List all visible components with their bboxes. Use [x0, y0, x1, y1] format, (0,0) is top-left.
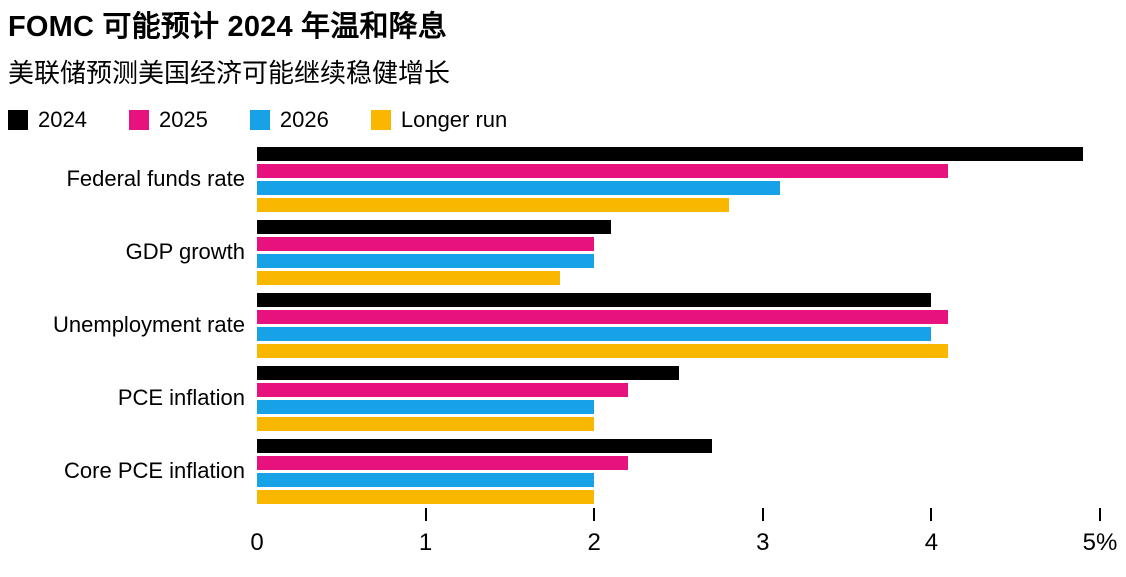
bar-2026	[257, 399, 595, 414]
legend-swatch-2024	[8, 109, 28, 130]
category-row-federal-funds-rate: Federal funds rate	[8, 146, 1100, 212]
bar-group	[257, 365, 1100, 431]
legend-swatch-longer-run	[370, 109, 391, 130]
legend-swatch-2025	[128, 109, 149, 130]
category-label: GDP growth	[125, 239, 245, 265]
legend-label-longer-run: Longer run	[400, 106, 508, 132]
bar-2024	[257, 438, 713, 453]
bar-longer-run	[257, 270, 561, 285]
x-axis: 0 1 2 3 4 5%	[250, 507, 1117, 568]
legend-item-2025: 2025	[128, 106, 208, 133]
bar-group	[257, 438, 1100, 504]
legend-label-2025: 2025	[158, 106, 208, 132]
legend-label-2026: 2026	[279, 106, 329, 132]
x-axis-tick	[761, 507, 764, 521]
x-axis-label: 4	[924, 528, 939, 556]
category-label: Unemployment rate	[53, 312, 245, 338]
bar-2026	[257, 180, 780, 195]
x-axis-tick	[424, 507, 427, 521]
x-axis-label: 3	[756, 528, 770, 556]
category-row-core-pce-inflation: Core PCE inflation	[8, 438, 1100, 504]
x-axis-label: 5%	[1082, 528, 1118, 556]
category-row-pce-inflation: PCE inflation	[8, 365, 1100, 431]
chart-subtitle: 美联储预测美国经济可能继续稳健增长	[8, 57, 451, 88]
legend-label-2024: 2024	[38, 106, 87, 132]
legend-item-2024: 2024	[8, 107, 87, 133]
bar-group	[257, 292, 1100, 358]
x-axis-tick	[930, 507, 933, 521]
x-axis-label: 1	[418, 528, 433, 556]
bar-2025	[257, 455, 628, 470]
x-axis-label: 2	[587, 528, 601, 556]
category-label: Core PCE inflation	[64, 458, 245, 484]
chart-title: FOMC 可能预计 2024 年温和降息	[8, 11, 448, 43]
x-axis-label: 0	[250, 528, 264, 556]
bar-2024	[257, 146, 1084, 161]
bar-2026	[257, 326, 932, 341]
bar-2025	[257, 236, 595, 251]
bar-2026	[257, 472, 595, 487]
bar-2024	[257, 292, 932, 307]
category-label: Federal funds rate	[66, 166, 245, 192]
bar-2024	[257, 365, 679, 380]
legend: 2024 2025 2026 Longer run	[8, 106, 1126, 133]
category-row-unemployment-rate: Unemployment rate	[8, 292, 1100, 358]
bar-longer-run	[257, 489, 595, 504]
plot-rows: Federal funds rate GDP growth Unemployment…	[8, 146, 1126, 504]
bar-2025	[257, 382, 628, 397]
bar-2025	[257, 163, 949, 178]
bar-group	[257, 219, 1100, 285]
bar-longer-run	[257, 343, 949, 358]
bar-longer-run	[257, 197, 730, 212]
x-axis-tick	[593, 507, 596, 521]
x-axis-tick	[1099, 507, 1101, 521]
category-row-gdp-growth: GDP growth	[8, 219, 1100, 285]
legend-item-longer-run: Longer run	[370, 106, 508, 133]
bar-longer-run	[257, 416, 595, 431]
legend-swatch-2026	[249, 109, 270, 130]
legend-item-2026: 2026	[249, 106, 329, 133]
bar-2026	[257, 253, 595, 268]
category-label: PCE inflation	[117, 385, 245, 411]
bar-group	[257, 146, 1100, 212]
bar-2024	[257, 219, 612, 234]
bar-2025	[257, 309, 949, 324]
